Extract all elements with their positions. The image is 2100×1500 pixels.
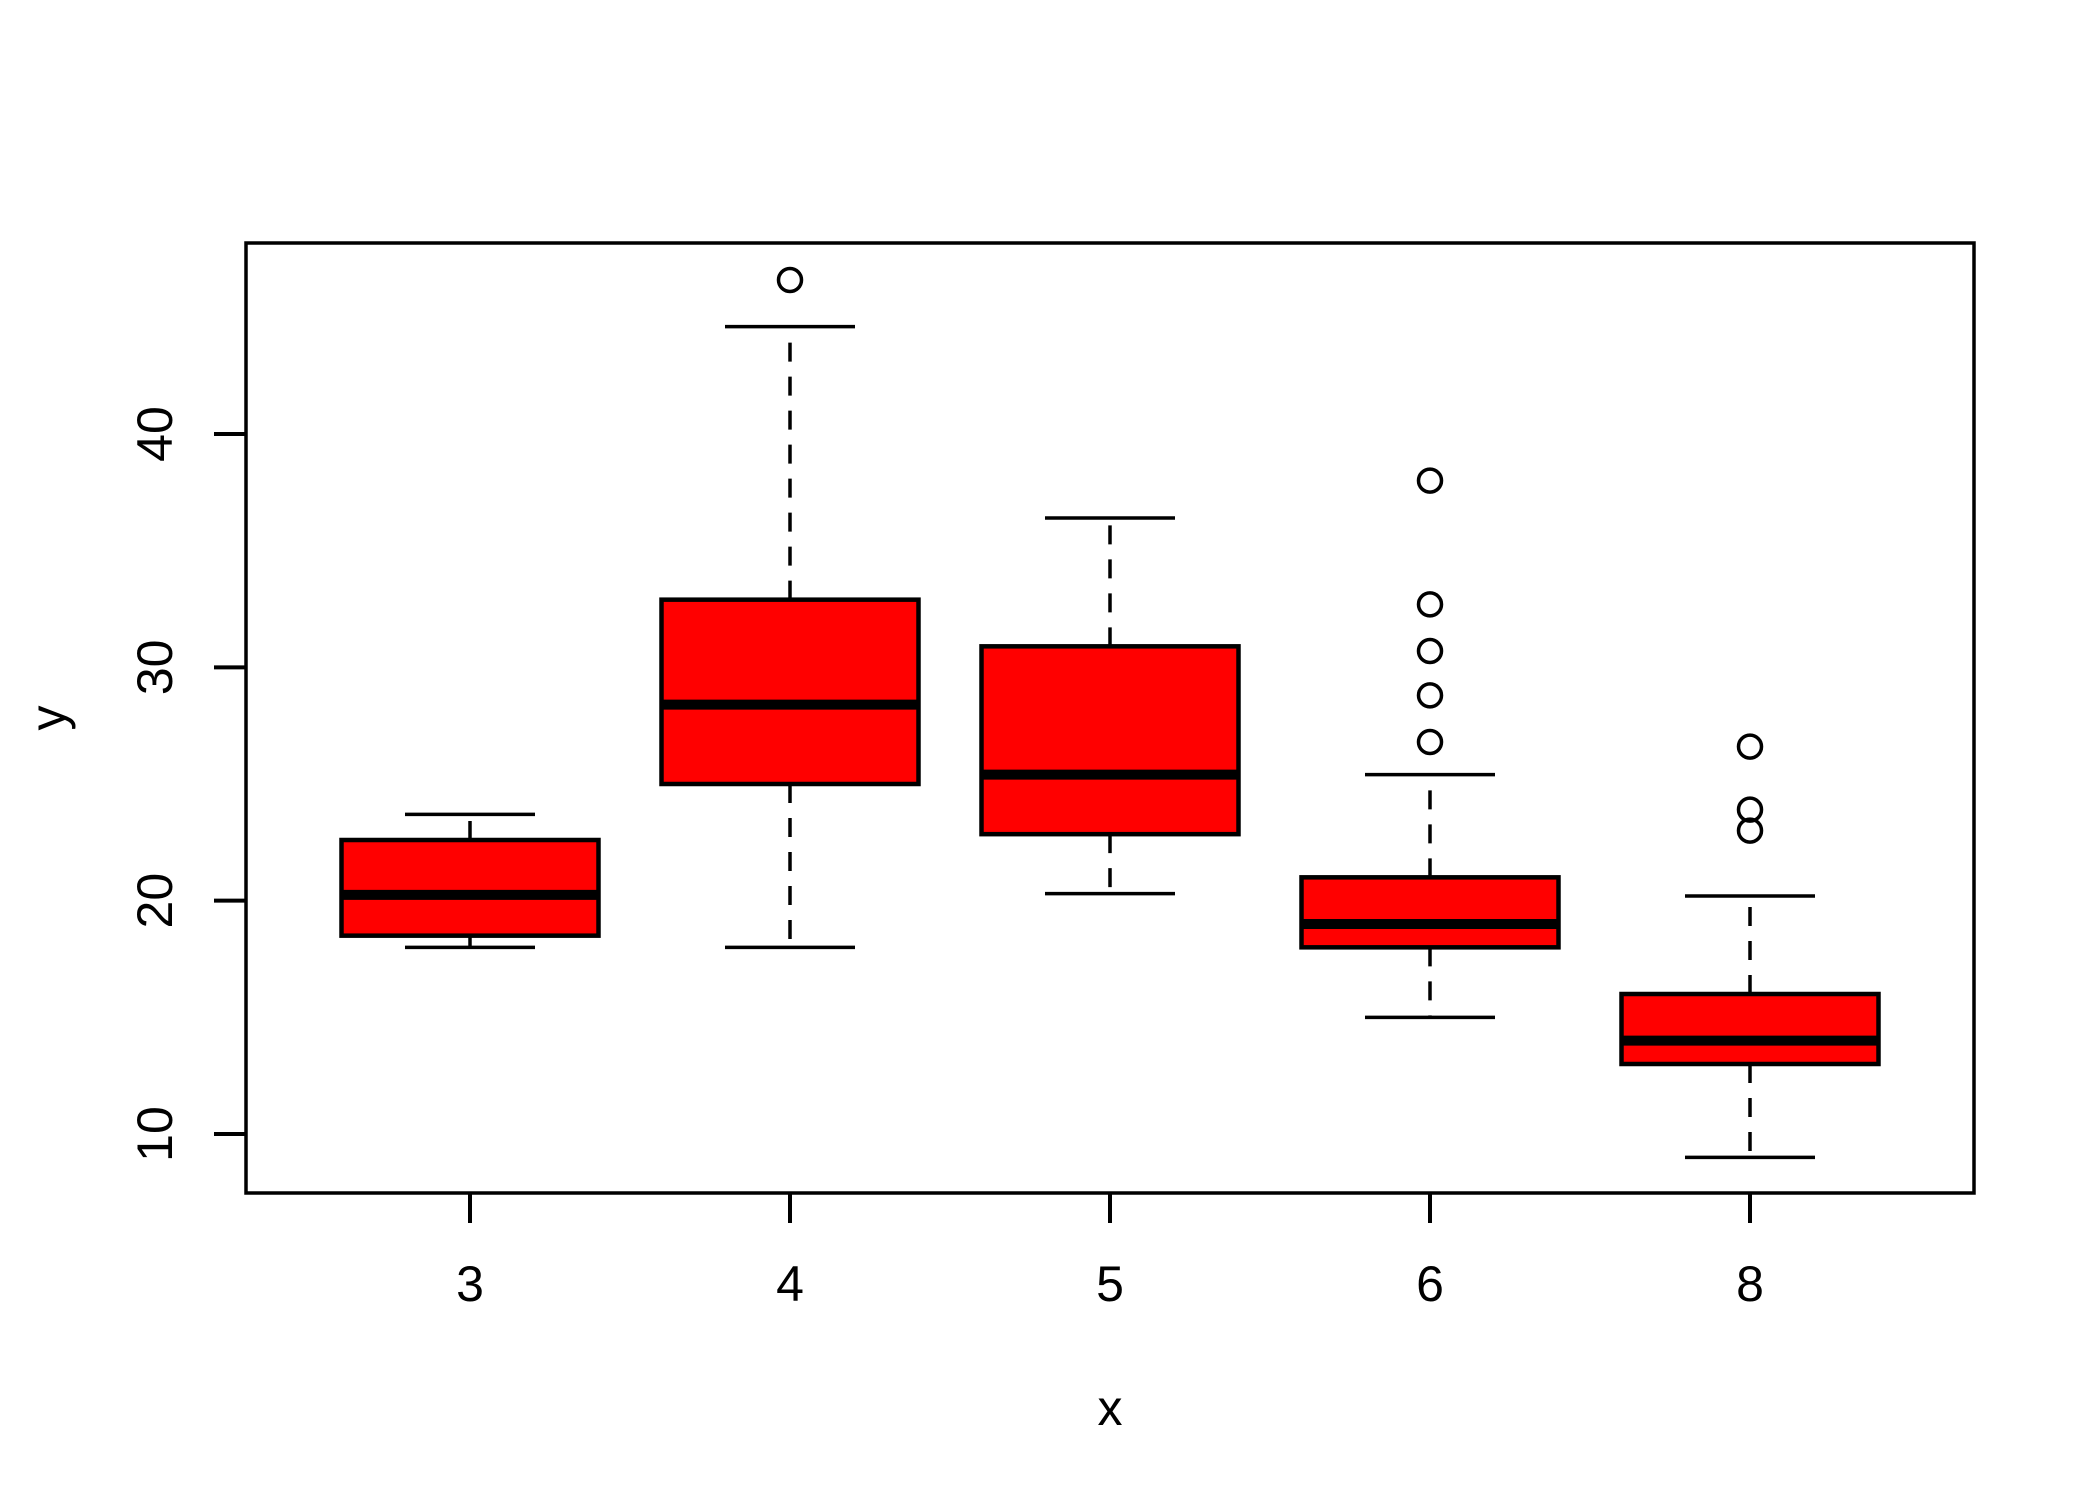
box-rect	[979, 644, 1241, 837]
outlier-point	[1416, 591, 1444, 618]
box-rect	[1619, 991, 1881, 1067]
x-axis-title: x	[1098, 1380, 1123, 1436]
x-tick-label: 3	[456, 1256, 484, 1312]
x-tick-label: 8	[1736, 1256, 1764, 1312]
box-rect	[339, 837, 601, 938]
y-tick-label: 40	[127, 406, 183, 462]
y-tick-label: 20	[127, 873, 183, 929]
outlier-point	[1416, 637, 1444, 665]
box-rect	[659, 597, 921, 787]
box-group	[979, 516, 1241, 896]
outlier-point	[1736, 817, 1764, 844]
outlier-point	[1416, 728, 1444, 756]
y-tick-label: 10	[127, 1106, 183, 1162]
box-group	[659, 266, 921, 950]
box-group	[339, 812, 601, 950]
x-tick-label: 4	[776, 1256, 804, 1312]
box-rect	[1299, 875, 1561, 950]
x-axis: 3 4 5 6 8	[456, 1193, 1764, 1312]
outlier-point	[1736, 796, 1764, 823]
box-group	[1299, 467, 1561, 1020]
outlier-point	[1416, 467, 1444, 494]
x-tick-label: 6	[1416, 1256, 1444, 1312]
outlier-point	[1416, 682, 1444, 709]
outlier-point	[776, 266, 804, 294]
outlier-point	[1736, 733, 1764, 760]
box-group	[1619, 733, 1881, 1160]
y-axis: 10 20 30 40	[127, 406, 246, 1162]
y-axis-title: y	[20, 706, 76, 731]
x-tick-label: 5	[1096, 1256, 1124, 1312]
boxes-layer	[339, 266, 1881, 1160]
y-tick-label: 30	[127, 640, 183, 696]
